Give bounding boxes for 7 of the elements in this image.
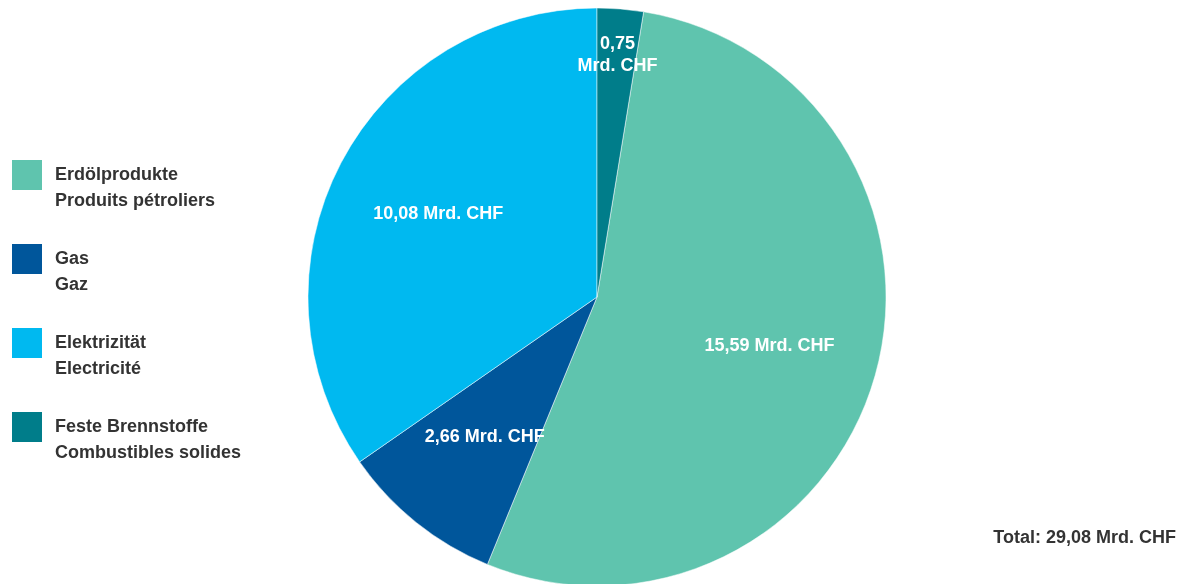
legend-label: Gas Gaz — [55, 248, 90, 294]
legend-label: Feste Brennstoffe Combustibles solides — [55, 416, 242, 462]
data-label: 15,59 Mrd. CHF — [704, 334, 835, 355]
legend-label: Erdölprodukte Produits pétroliers — [55, 164, 216, 210]
data-label: 10,08 Mrd. CHF — [373, 202, 504, 223]
text: Total: 29,08 Mrd. CHF — [993, 527, 1176, 547]
legend-label: Elektrizität Electricité — [55, 332, 147, 378]
